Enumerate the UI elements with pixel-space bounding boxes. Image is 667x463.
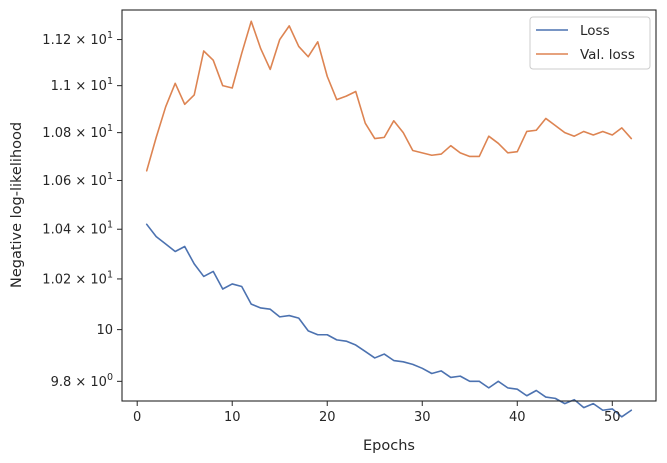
y-tick-label: 1.04 × 101 [42, 220, 113, 238]
x-tick-label: 30 [414, 410, 431, 425]
x-axis-ticks: 0 10 20 30 40 50 [133, 401, 621, 425]
x-tick-label: 0 [133, 410, 141, 425]
y-tick-label: 1.12 × 101 [42, 30, 113, 48]
x-tick-label: 20 [319, 410, 336, 425]
y-axis-ticks: 9.8 × 100 10 1.02 × 101 1.04 × 101 1.06 × 10… [42, 30, 122, 390]
series-line-val-loss [145, 20, 633, 172]
y-tick-label: 1.06 × 101 [42, 171, 113, 189]
y-tick-label: 1.02 × 101 [42, 269, 113, 287]
plot-area [122, 10, 656, 401]
plot-frame [121, 9, 657, 402]
y-tick-label: 1.08 × 101 [42, 123, 113, 141]
legend-label-loss: Loss [580, 23, 610, 39]
y-tick-label: 9.8 × 100 [51, 372, 113, 390]
x-tick-label: 40 [509, 410, 526, 425]
y-tick-label: 1.1 × 101 [51, 76, 113, 94]
x-tick-label: 50 [604, 410, 621, 425]
y-axis-label: Negative log-likelihood [9, 122, 25, 288]
series-layer [145, 20, 633, 418]
x-axis-label: Epochs [363, 438, 415, 454]
legend: Loss Val. loss [529, 16, 651, 70]
x-tick-label: 10 [224, 410, 241, 425]
series-line-loss [145, 223, 633, 418]
y-tick-label: 10 [96, 323, 113, 338]
legend-label-val-loss: Val. loss [580, 47, 635, 63]
